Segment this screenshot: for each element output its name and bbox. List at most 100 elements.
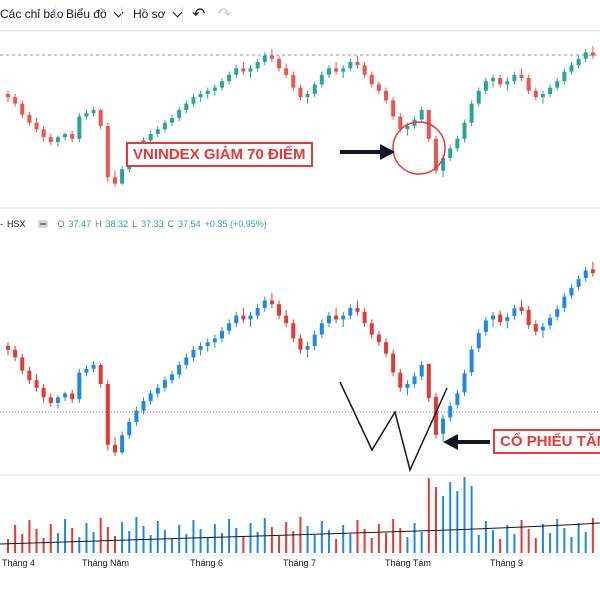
index-candle — [326, 68, 331, 75]
stock-candle — [48, 397, 53, 403]
volume-bar — [363, 529, 366, 553]
volume-bar — [320, 521, 323, 553]
stock-candle — [205, 342, 210, 346]
index-chart — [0, 46, 600, 209]
volume-bar — [449, 482, 452, 553]
index-candle — [369, 74, 374, 85]
legend-close-key: C — [167, 219, 175, 229]
index-candle — [155, 129, 160, 134]
volume-bar — [541, 524, 544, 553]
toolbar-divider — [121, 6, 122, 24]
stock-candle — [448, 406, 453, 418]
stock-candle — [362, 311, 367, 324]
stock-candle — [319, 323, 324, 335]
stock-candle — [590, 269, 595, 274]
index-candle — [476, 90, 481, 104]
toolbar-divider — [182, 6, 183, 24]
stock-candle — [227, 323, 232, 331]
stock-candle — [162, 380, 167, 388]
index-candle — [555, 81, 560, 88]
index-candle — [526, 78, 531, 91]
legend-close: 37.54 — [178, 219, 201, 229]
index-candle — [241, 68, 246, 72]
volume-bar — [591, 518, 594, 553]
index-candle — [255, 62, 260, 69]
legend-low-key: L — [132, 219, 138, 229]
x-tick-label: Tháng Tám — [385, 558, 431, 568]
volume-bar — [163, 530, 166, 553]
highlight-circle — [392, 121, 446, 175]
profile-button[interactable]: Hồ sơ — [133, 7, 182, 21]
volume-chart — [0, 477, 600, 556]
indicators-button[interactable]: Các chỉ báo — [0, 7, 63, 21]
stock-candle — [540, 326, 545, 331]
stock-candle — [41, 387, 46, 398]
stock-candle — [462, 373, 467, 393]
stock-candle — [412, 376, 417, 384]
volume-bar — [577, 523, 580, 553]
index-candle — [291, 74, 296, 88]
volume-bar — [377, 524, 380, 553]
index-drop-text: VNINDEX GIẢM 70 ĐIỂM — [133, 146, 306, 163]
stock-candle — [341, 315, 346, 320]
index-candle — [20, 103, 25, 115]
volume-bar — [285, 522, 288, 553]
volume-bar — [349, 534, 352, 553]
stock-candle — [177, 365, 182, 375]
undo-icon[interactable]: ↶ — [192, 6, 206, 23]
stock-candle — [391, 353, 396, 373]
v-shape-marker — [339, 381, 448, 473]
stock-candle — [248, 315, 253, 320]
index-candle — [491, 78, 496, 82]
stock-candle — [526, 309, 531, 326]
stock-candle — [533, 323, 538, 332]
stock-candle — [583, 270, 588, 278]
volume-bar — [71, 528, 74, 553]
stock-candle — [219, 330, 224, 339]
visibility-icon[interactable] — [37, 220, 48, 228]
stock-candle — [191, 349, 196, 358]
stock-candle — [455, 393, 460, 405]
volume-bar — [306, 526, 309, 553]
stock-candle — [562, 296, 567, 308]
x-tick-label: Tháng Năm — [82, 558, 130, 568]
index-candle — [433, 138, 438, 171]
index-candle — [13, 97, 18, 104]
stock-candle — [77, 372, 82, 400]
index-candle — [120, 169, 125, 184]
stock-candle — [255, 308, 260, 316]
volume-bar — [499, 539, 502, 553]
index-candle — [262, 55, 267, 62]
legend-symbol: HSX — [7, 219, 26, 229]
index-candle — [162, 122, 167, 130]
stock-candle — [326, 315, 331, 324]
index-candle — [170, 118, 175, 123]
stock-candle — [433, 396, 438, 435]
volume-bar — [506, 525, 509, 553]
stock-candle — [426, 363, 431, 399]
stock-candle — [498, 314, 503, 323]
time-axis: Tháng 4 Tháng Năm Tháng 6 Tháng 7 Tháng … — [0, 556, 600, 576]
chart-type-button[interactable]: Biểu đồ — [66, 7, 124, 21]
stock-candle — [469, 349, 474, 373]
volume-bar — [392, 519, 395, 553]
chevron-down-icon — [172, 7, 182, 18]
stock-candle — [355, 308, 360, 312]
volume-bar — [199, 529, 202, 553]
volume-bar — [85, 523, 88, 553]
index-candle — [583, 52, 588, 59]
stock-candle — [6, 346, 10, 350]
index-candle — [398, 116, 403, 130]
volume-bar — [113, 536, 116, 553]
index-candle — [70, 134, 75, 139]
stock-candle — [112, 444, 117, 453]
annotation-overlay — [339, 121, 490, 473]
index-candle — [34, 122, 39, 130]
stock-candle — [141, 401, 146, 411]
stock-candle — [148, 393, 153, 402]
arrow-head-icon — [380, 144, 395, 160]
volume-bar — [156, 521, 159, 553]
stock-candle — [476, 333, 481, 349]
volume-bar — [56, 533, 59, 553]
index-candle — [505, 81, 510, 85]
